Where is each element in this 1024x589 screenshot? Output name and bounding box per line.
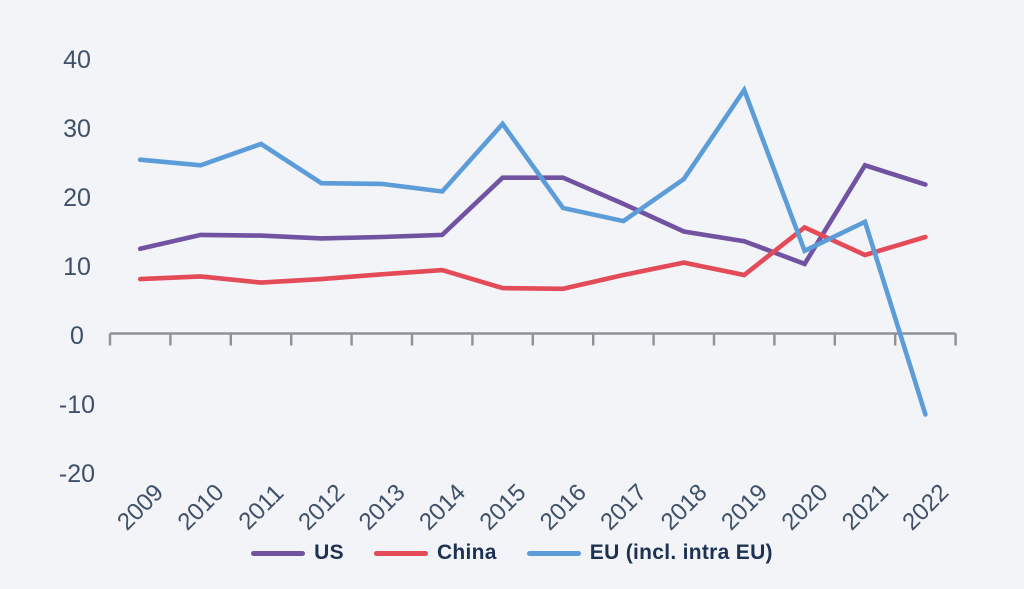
x-tick-label: 2017: [595, 479, 652, 536]
legend-swatch-eu-incl-intra-eu: [526, 550, 581, 556]
x-tick-label: 2011: [234, 480, 290, 536]
series-line-eu-incl-intra-eu: [137, 85, 928, 417]
x-tick-label: 2009: [112, 479, 169, 536]
x-tick-label: 2010: [173, 479, 230, 536]
x-tick-label: 2014: [414, 479, 471, 536]
x-tick-label: 2015: [475, 479, 532, 536]
y-tick-label: 20: [63, 184, 91, 212]
legend-swatch-us: [251, 550, 306, 556]
x-tick-label: 2013: [354, 479, 411, 536]
legend-label: China: [436, 541, 497, 564]
y-tick-label: 30: [63, 115, 91, 143]
x-tick-label: 2012: [293, 479, 350, 536]
legend-swatch-china: [373, 550, 428, 556]
y-tick-label: 40: [63, 46, 91, 74]
legend-item-us: US: [251, 541, 344, 565]
y-tick-label: -20: [59, 460, 95, 488]
y-tick-label: -10: [59, 391, 95, 419]
x-tick-label: 2020: [777, 479, 834, 536]
y-tick-label: 0: [70, 322, 84, 350]
legend-item-eu-incl-intra-eu: EU (incl. intra EU): [526, 541, 773, 565]
legend-item-china: China: [373, 541, 497, 565]
x-tick-label: 2018: [656, 479, 713, 536]
series-line-china: [137, 224, 928, 292]
x-axis-labels: 2009 2010 2011 2012 2013 2014 2015 2016 2017 2018…: [112, 479, 954, 536]
y-tick-label: 10: [63, 253, 91, 281]
x-tick-label: 2022: [897, 479, 954, 536]
x-tick-label: 2016: [535, 479, 592, 536]
legend-label: US: [314, 541, 344, 564]
legend-label: EU (incl. intra EU): [589, 541, 773, 564]
y-axis-labels: 40 30 20 10 0 -10 -20: [59, 46, 95, 488]
x-axis: [108, 332, 957, 346]
series-line-us: [137, 162, 928, 267]
x-tick-label: 2021: [837, 479, 894, 536]
chart-legend: US China EU (incl. intra EU): [0, 541, 1024, 565]
x-tick-label: 2019: [716, 479, 773, 536]
